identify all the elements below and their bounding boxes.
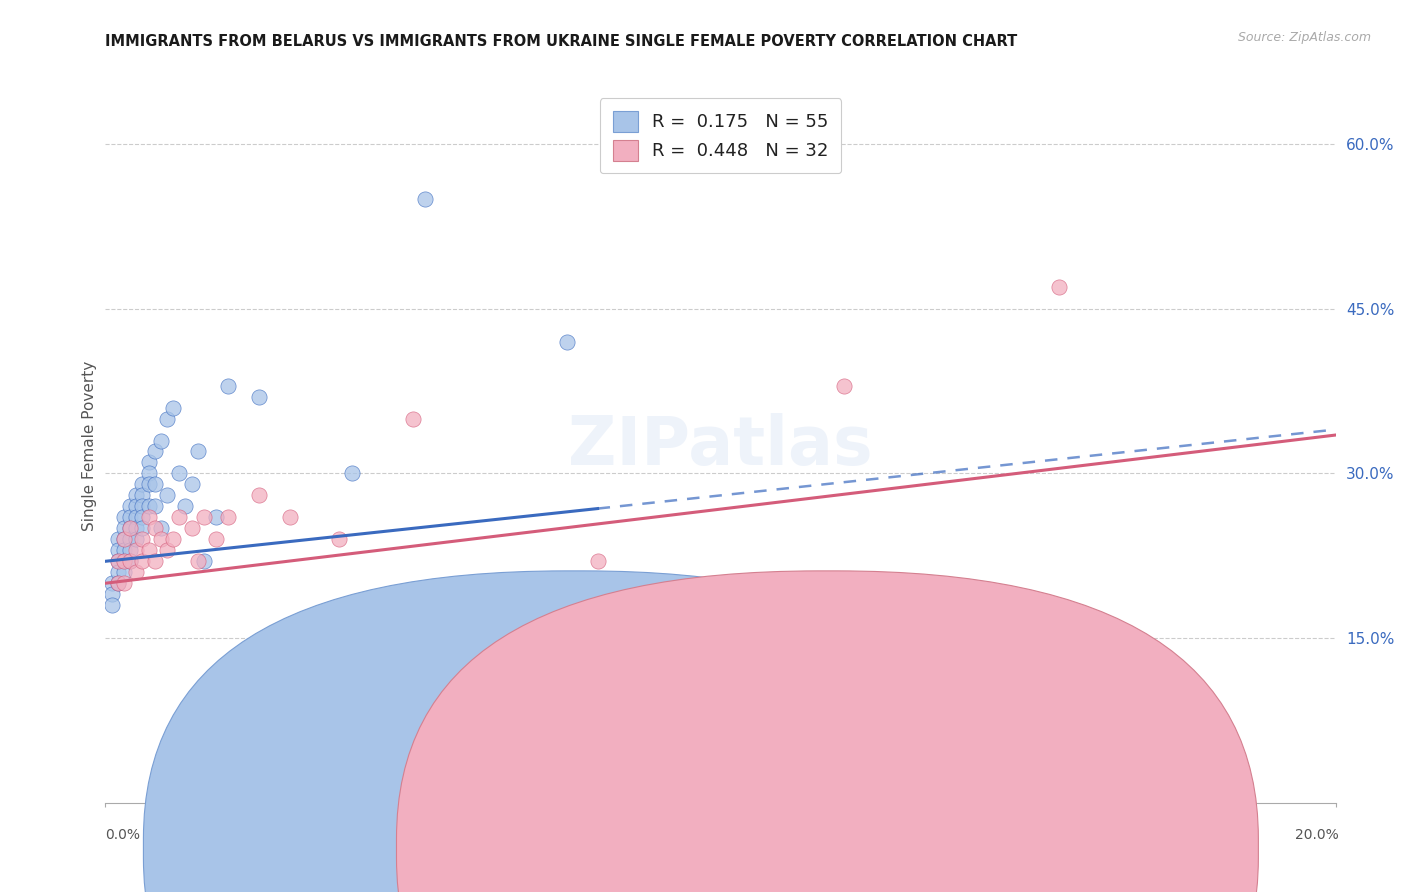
Point	[180, 521, 202, 535]
Text: Source: ZipAtlas.com: Source: ZipAtlas.com	[1237, 31, 1371, 45]
Point	[143, 521, 166, 535]
Point	[247, 488, 270, 502]
Point	[120, 543, 141, 558]
Point	[149, 533, 172, 547]
Point	[112, 554, 135, 568]
Point	[174, 500, 197, 514]
Point	[120, 510, 141, 524]
Text: 20.0%: 20.0%	[1295, 828, 1339, 842]
Point	[100, 576, 122, 591]
Point	[138, 543, 160, 558]
Point	[187, 444, 209, 458]
Point	[205, 533, 228, 547]
Point	[125, 500, 148, 514]
Text: 0.0%: 0.0%	[105, 828, 141, 842]
Point	[143, 500, 166, 514]
Text: Immigrants from Belarus: Immigrants from Belarus	[591, 842, 763, 856]
Point	[156, 411, 179, 425]
Point	[162, 533, 184, 547]
Point	[125, 533, 148, 547]
Point	[278, 510, 301, 524]
Point	[415, 192, 437, 206]
Point	[156, 488, 179, 502]
Point	[120, 521, 141, 535]
Point	[218, 378, 240, 392]
Point	[112, 533, 135, 547]
Point	[125, 566, 148, 580]
Point	[112, 576, 135, 591]
Point	[340, 467, 363, 481]
Point	[112, 543, 135, 558]
Point	[169, 467, 191, 481]
Point	[187, 554, 209, 568]
Point	[143, 477, 166, 491]
Point	[149, 434, 172, 448]
Point	[112, 554, 135, 568]
Point	[193, 554, 215, 568]
Point	[218, 510, 240, 524]
Point	[138, 500, 160, 514]
Point	[832, 378, 855, 392]
Point	[138, 477, 160, 491]
Point	[107, 576, 129, 591]
Y-axis label: Single Female Poverty: Single Female Poverty	[82, 361, 97, 531]
Point	[149, 521, 172, 535]
Point	[169, 510, 191, 524]
Legend: R =  0.175   N = 55, R =  0.448   N = 32: R = 0.175 N = 55, R = 0.448 N = 32	[600, 98, 841, 173]
Point	[143, 554, 166, 568]
Point	[131, 477, 153, 491]
Point	[162, 401, 184, 415]
Point	[180, 477, 202, 491]
Point	[112, 533, 135, 547]
Point	[402, 411, 425, 425]
Point	[107, 554, 129, 568]
Point	[112, 521, 135, 535]
Point	[464, 642, 486, 657]
Point	[278, 653, 301, 667]
Point	[107, 533, 129, 547]
Point	[138, 467, 160, 481]
Point	[125, 488, 148, 502]
Point	[107, 576, 129, 591]
Point	[100, 587, 122, 601]
Point	[120, 533, 141, 547]
Point	[120, 554, 141, 568]
Point	[131, 510, 153, 524]
Point	[328, 533, 350, 547]
Point	[555, 334, 578, 349]
Point	[131, 521, 153, 535]
Point	[125, 510, 148, 524]
Point	[138, 455, 160, 469]
Point	[112, 510, 135, 524]
Point	[131, 500, 153, 514]
Point	[107, 566, 129, 580]
Point	[1047, 280, 1070, 294]
Text: IMMIGRANTS FROM BELARUS VS IMMIGRANTS FROM UKRAINE SINGLE FEMALE POVERTY CORRELA: IMMIGRANTS FROM BELARUS VS IMMIGRANTS FR…	[105, 34, 1018, 49]
Point	[107, 554, 129, 568]
Point	[112, 566, 135, 580]
Point	[120, 500, 141, 514]
Point	[247, 390, 270, 404]
Point	[131, 533, 153, 547]
Point	[125, 543, 148, 558]
Text: Immigrants from Ukraine: Immigrants from Ukraine	[844, 842, 1018, 856]
Point	[205, 510, 228, 524]
Point	[586, 554, 609, 568]
Point	[131, 554, 153, 568]
Point	[143, 444, 166, 458]
Point	[138, 510, 160, 524]
Point	[193, 510, 215, 524]
Point	[107, 543, 129, 558]
Point	[120, 521, 141, 535]
Text: ZIPatlas: ZIPatlas	[568, 413, 873, 479]
Point	[125, 521, 148, 535]
Point	[156, 543, 179, 558]
Point	[100, 598, 122, 612]
Point	[131, 488, 153, 502]
Point	[494, 653, 516, 667]
Point	[120, 554, 141, 568]
